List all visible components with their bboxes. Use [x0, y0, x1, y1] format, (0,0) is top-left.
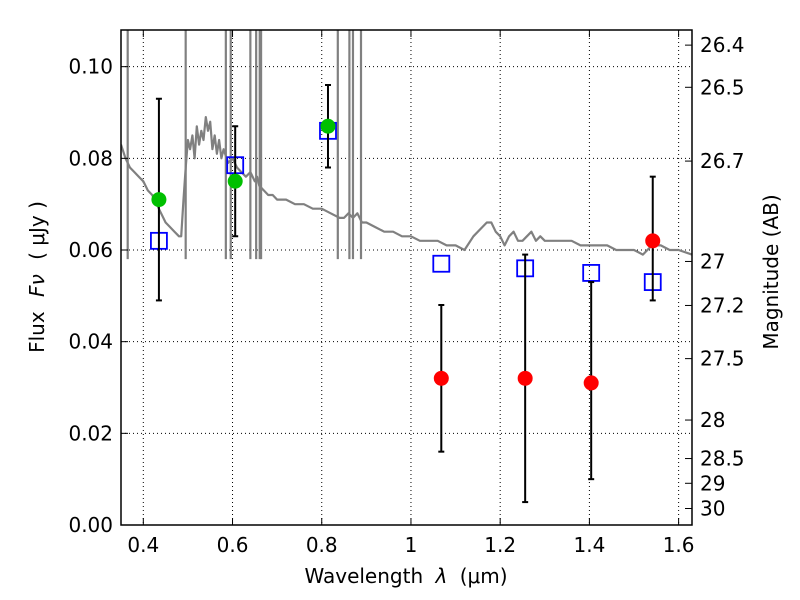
y2-tick-label: 30 [700, 497, 725, 521]
y-tick-label: 0.06 [68, 238, 113, 262]
y2-tick-label: 28.5 [700, 447, 745, 471]
y-tick-label: 0.04 [68, 330, 113, 354]
detection-point [227, 173, 243, 189]
x-tick-label: 1.2 [484, 533, 516, 557]
x-tick-label: 1 [405, 533, 418, 557]
y2-tick-label: 26.4 [700, 33, 745, 57]
x-tick-label: 1.6 [663, 533, 695, 557]
ticks: 0.4 0.6 0.8 1 1.2 1.4 1.6 0.00 0.02 0.04 0.06 0.08 0… [68, 30, 745, 557]
y-tick-label: 0.08 [68, 146, 113, 170]
x-tick-label: 1.4 [573, 533, 605, 557]
detection-point [320, 118, 336, 134]
measurement-point [583, 375, 599, 391]
y2-tick-label: 26.7 [700, 149, 745, 173]
y2-axis-label: Magnitude (AB) [759, 194, 783, 349]
measurement-point [645, 233, 661, 249]
y2-tick-label: 27.5 [700, 347, 745, 371]
model-photometry-point [432, 254, 451, 273]
x-tick-label: 0.4 [127, 533, 159, 557]
markers [150, 84, 662, 504]
model-photometry-point [582, 264, 601, 282]
y2-tick-label: 29 [700, 471, 725, 495]
y-tick-label: 0.10 [68, 55, 113, 79]
measurement-point [517, 370, 533, 386]
measurement-point [433, 370, 449, 386]
plot-frame [120, 29, 693, 526]
spectrum-line [121, 115, 692, 256]
x-tick-label: 0.6 [217, 533, 249, 557]
y-axis-label: Flux Fν ( μJy ) [25, 201, 49, 353]
y2-tick-label: 28 [700, 408, 725, 432]
grid [121, 30, 692, 526]
y2-tick-label: 27.2 [700, 293, 745, 317]
y-tick-label: 0.02 [68, 421, 113, 445]
x-tick-label: 0.8 [306, 533, 338, 557]
x-axis-label: Wavelength λ (μm) [304, 564, 507, 588]
y2-tick-label: 26.5 [700, 75, 745, 99]
detection-point [151, 192, 167, 208]
plot-area [121, 30, 692, 260]
y2-tick-label: 27 [700, 249, 725, 273]
y-tick-label: 0.00 [68, 513, 113, 537]
